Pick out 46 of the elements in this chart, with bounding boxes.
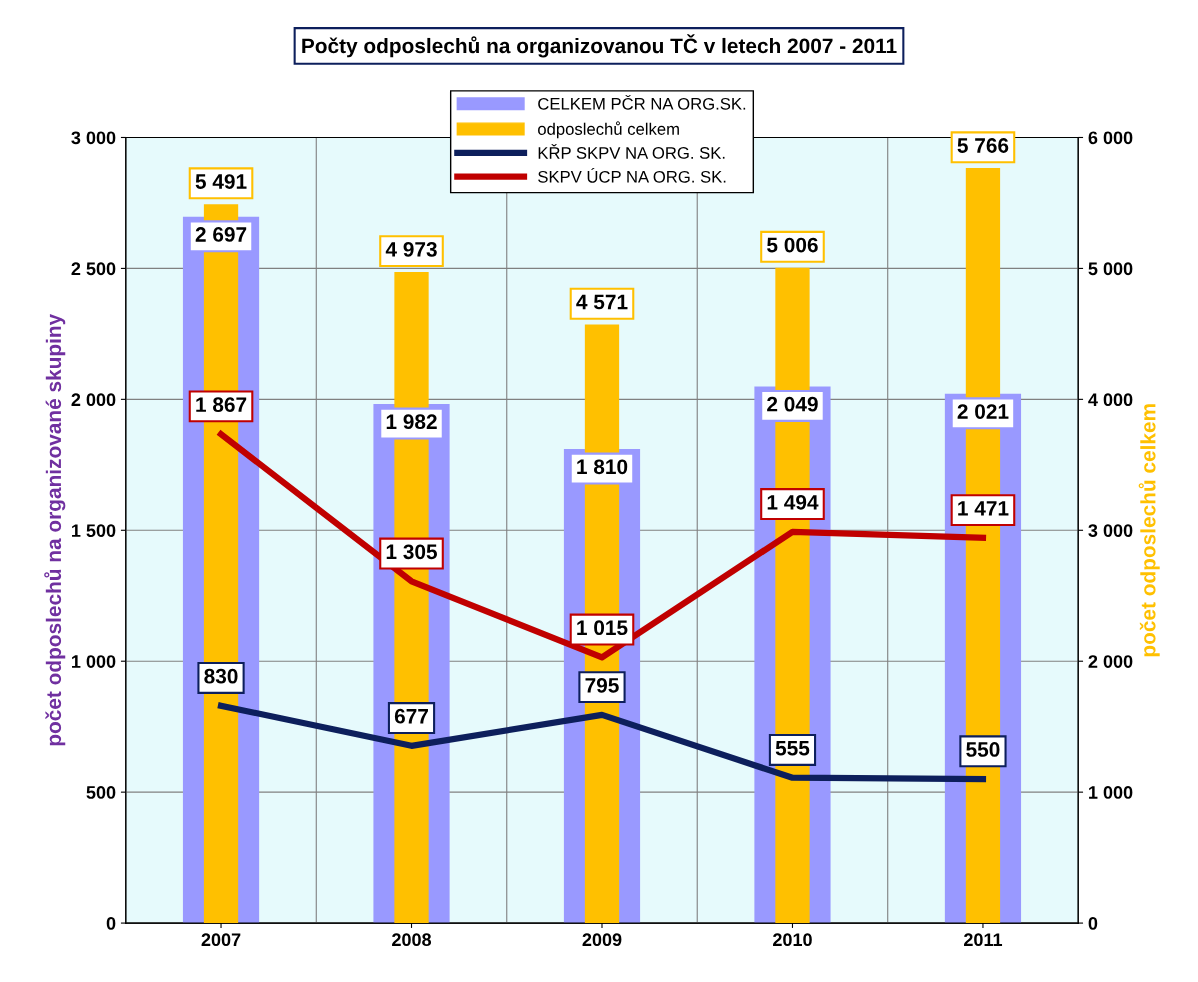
y2-tick-label: 2 000 — [1088, 655, 1133, 668]
y2-tick-label: 6 000 — [1088, 131, 1133, 145]
data-label: 4 571 — [576, 294, 628, 310]
data-label: 5 491 — [195, 174, 247, 189]
data-label: 795 — [585, 677, 619, 693]
legend-label: SKPV ÚCP NA ORG. SK. — [538, 168, 726, 183]
y2-axis-title: počet odposlechů celkem — [1138, 404, 1160, 657]
data-label: 2 049 — [767, 396, 818, 412]
data-label: 1 015 — [577, 620, 628, 636]
y-tick-label: 500 — [86, 786, 116, 799]
y2-tick-label: 3 000 — [1088, 524, 1133, 538]
x-tick-label: 2007 — [201, 933, 241, 947]
y-tick-label: 2 000 — [71, 393, 116, 407]
y-axis-title: počet odposlechů na organizované skupiny — [44, 313, 66, 746]
x-tick-label: 2009 — [582, 933, 622, 947]
y-tick-label: 1 000 — [72, 655, 116, 668]
data-label: 1 305 — [386, 544, 437, 560]
legend-label: KŘP SKPV NA ORG. SK. — [538, 144, 725, 159]
data-label: 677 — [394, 708, 428, 724]
data-label: 1 867 — [196, 397, 247, 412]
legend-label: CELKEM PČR NA ORG.SK. — [538, 95, 746, 110]
data-label: 1 810 — [577, 459, 628, 475]
y-tick-label: 0 — [106, 917, 116, 930]
data-label: 2 697 — [195, 227, 247, 242]
y2-tick-label: 4 000 — [1088, 393, 1133, 407]
y2-tick-label: 1 000 — [1089, 786, 1133, 799]
legend-label: odposlechů celkem — [538, 121, 679, 139]
data-label: 5 006 — [767, 237, 818, 253]
y-tick-label: 3 000 — [71, 131, 116, 145]
data-label: 1 471 — [958, 501, 1009, 516]
x-tick-label: 2011 — [964, 933, 1003, 947]
data-label: 555 — [775, 741, 810, 756]
x-tick-label: 2008 — [392, 933, 432, 947]
x-tick-label: 2010 — [773, 933, 812, 947]
data-label: 830 — [204, 668, 238, 684]
data-label: 4 973 — [385, 241, 437, 257]
data-label: 1 982 — [386, 414, 437, 430]
data-label: 2 021 — [957, 404, 1009, 419]
data-label: 1 494 — [767, 494, 819, 510]
data-label: 5 766 — [957, 138, 1009, 153]
y2-tick-label: 0 — [1088, 917, 1098, 930]
y-tick-label: 1 500 — [72, 524, 116, 537]
y2-tick-label: 5 000 — [1088, 262, 1133, 276]
y-tick-label: 2 500 — [71, 262, 116, 276]
data-label: 550 — [966, 742, 1000, 757]
chart-title: Počty odposlechů na organizovanou TČ v letech 2007 - 2011 — [302, 34, 897, 58]
